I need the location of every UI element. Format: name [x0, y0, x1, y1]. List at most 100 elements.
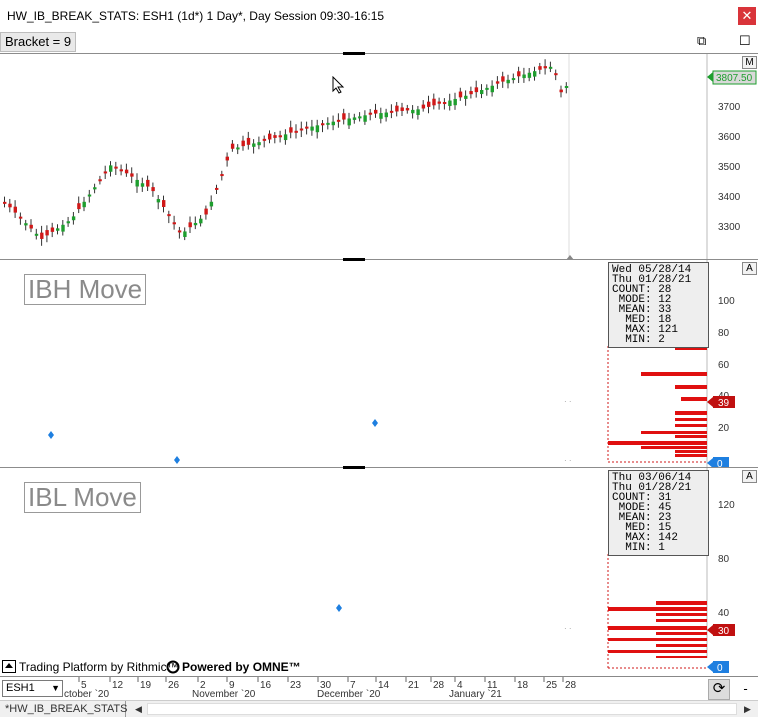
ibh-points [48, 419, 378, 464]
stats-line: MAX: 121 [612, 324, 679, 336]
stats-line: MEAN: 23 [612, 512, 672, 524]
mouse-cursor-icon [332, 76, 345, 94]
panel-resize-grip[interactable] [343, 52, 365, 55]
day-label: 7 [350, 680, 356, 691]
month-label: January `21 [449, 688, 502, 700]
candle [268, 133, 272, 140]
symbol-dropdown[interactable]: ESH1 ▼ [2, 680, 63, 697]
axis-tick: 80 [718, 328, 730, 339]
title-bar: HW_IB_BREAK_STATS: ESH1 (1d*) 1 Day*, Da… [0, 0, 758, 31]
price-chart: 3700 3600 3500 3400 3300 3807.50 [3, 54, 757, 260]
candle [140, 183, 145, 187]
candle [45, 230, 49, 236]
restore-icon[interactable]: ⧉ [697, 33, 707, 48]
scroll-left-icon[interactable]: ◀ [135, 704, 142, 714]
candle [130, 173, 134, 177]
price-tick: 3400 [718, 192, 741, 203]
candle [538, 66, 542, 70]
omne-logo-icon [166, 660, 180, 674]
ibl-zero-tag: 0 [717, 663, 723, 674]
candle [283, 134, 288, 141]
candle [368, 112, 373, 115]
axis-tick: 80 [718, 554, 730, 565]
ibl-panel[interactable]: IBL Move 120 80 40 · · 30 Thu 03/06/14 [0, 466, 758, 669]
candle [400, 107, 404, 111]
candle [458, 91, 463, 98]
candle [66, 221, 70, 224]
candle [34, 233, 39, 236]
branding-bar: Trading Platform by Rithmic™ Powered by … [0, 657, 710, 676]
zoom-out-button[interactable]: - [743, 681, 748, 696]
candle [257, 142, 261, 146]
candle [162, 200, 166, 207]
candle [395, 105, 399, 112]
day-label: 2 [200, 680, 206, 691]
ibl-title: IBL Move [24, 482, 141, 513]
date-labels: 5 12 19 26 2 9 16 23 30 7 14 21 28 4 11 18 25 28 ctober `… [64, 677, 577, 700]
price-tick: 3600 [718, 132, 741, 143]
panel-resize-grip[interactable] [343, 258, 365, 261]
price-panel[interactable]: 3700 3600 3500 3400 3300 3807.50 M [0, 52, 758, 260]
candle [421, 104, 426, 109]
axis-tick: 20 [718, 423, 730, 434]
axis-tick: 100 [718, 296, 735, 307]
candle [331, 121, 335, 126]
candle [448, 100, 452, 106]
last-price-tag [712, 70, 757, 85]
month-label: November `20 [192, 688, 256, 700]
bracket-selector[interactable]: Bracket = 9 [0, 32, 77, 52]
candle [310, 126, 314, 131]
month-label: December `20 [317, 688, 381, 700]
candle [464, 95, 468, 99]
candle [384, 112, 388, 118]
candle [119, 169, 123, 172]
price-axis: 3700 3600 3500 3400 3300 [718, 102, 741, 233]
stats-line: COUNT: 28 [612, 284, 672, 296]
price-panel-menu-button[interactable]: M [742, 56, 757, 69]
day-label: 21 [408, 680, 420, 691]
ibh-title: IBH Move [24, 274, 147, 305]
candle [82, 201, 86, 208]
candle [3, 201, 7, 204]
ibh-panel-menu-button[interactable]: A [742, 262, 757, 275]
candle [358, 116, 362, 119]
ibl-stats-box: Thu 03/06/14 Thu 01/28/21 COUNT: 31 MODE… [608, 470, 709, 556]
stats-line: MODE: 12 [612, 294, 672, 306]
candle [114, 166, 118, 169]
stats-line: Thu 01/28/21 [612, 482, 692, 494]
axis-tick: 60 [718, 360, 730, 371]
ibl-panel-menu-button[interactable]: A [742, 470, 757, 483]
day-label: 25 [546, 680, 558, 691]
close-button[interactable]: ✕ [738, 7, 756, 25]
candle [389, 110, 394, 113]
candle [50, 227, 55, 232]
candle [262, 138, 267, 141]
candle [167, 214, 171, 217]
svg-text:· ·: · · [564, 624, 572, 633]
horizontal-scrollbar[interactable] [147, 703, 737, 715]
chevron-down-icon: ▼ [51, 683, 60, 693]
candle [252, 143, 256, 147]
tab-hw-ib-break-stats[interactable]: *HW_IB_BREAK_STATS [0, 701, 127, 717]
ibl-axis: 120 80 40 [718, 500, 735, 619]
candle [517, 71, 521, 77]
scroll-right-icon[interactable]: ▶ [744, 704, 751, 714]
candle [379, 113, 383, 119]
candle [533, 71, 537, 77]
candle [543, 66, 547, 69]
collapse-icon[interactable] [2, 660, 16, 673]
day-label: 26 [168, 680, 180, 691]
maximize-icon[interactable]: ☐ [739, 33, 751, 48]
stats-line: COUNT: 31 [612, 492, 672, 504]
candle [506, 79, 510, 84]
stats-line: MEAN: 33 [612, 304, 672, 316]
candle [177, 230, 182, 233]
refresh-icon[interactable]: ⟳ [708, 679, 730, 700]
stats-line: MODE: 45 [612, 502, 672, 514]
candle [305, 126, 309, 129]
ibh-chart: 100 80 60 40 20 · · · · [48, 260, 735, 468]
ibh-panel[interactable]: IBH Move 100 80 60 40 20 [0, 258, 758, 468]
candle [71, 216, 76, 221]
candle [87, 194, 92, 197]
panel-resize-grip[interactable] [343, 466, 365, 469]
